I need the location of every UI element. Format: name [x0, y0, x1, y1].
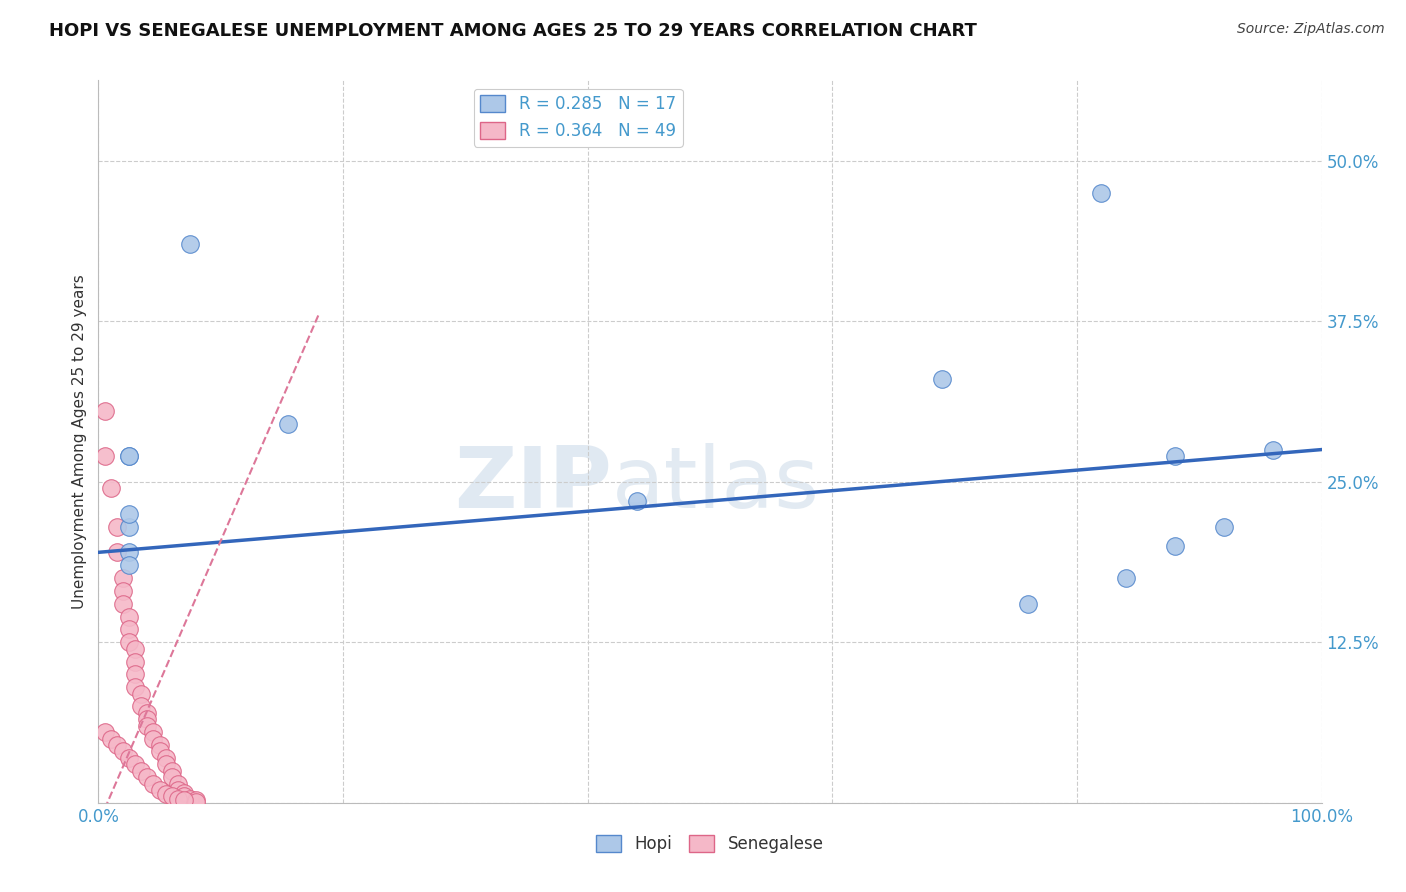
Point [118, 519, 141, 533]
Legend: Hopi, Senegalese: Hopi, Senegalese [591, 828, 830, 860]
Point [626, 494, 648, 508]
Point [160, 764, 183, 778]
Point [111, 571, 134, 585]
Point [105, 738, 128, 752]
Point [136, 706, 159, 720]
Point [1090, 186, 1112, 200]
Point [1115, 571, 1137, 585]
Point [186, 795, 208, 809]
Point [100, 481, 122, 495]
Point [155, 787, 177, 801]
Point [111, 597, 134, 611]
Point [155, 751, 177, 765]
Point [118, 623, 141, 637]
Text: Source: ZipAtlas.com: Source: ZipAtlas.com [1237, 22, 1385, 37]
Point [118, 545, 141, 559]
Text: HOPI VS SENEGALESE UNEMPLOYMENT AMONG AGES 25 TO 29 YEARS CORRELATION CHART: HOPI VS SENEGALESE UNEMPLOYMENT AMONG AG… [49, 22, 977, 40]
Point [160, 789, 183, 804]
Point [111, 744, 134, 758]
Text: ZIP: ZIP [454, 443, 612, 526]
Point [118, 449, 141, 463]
Point [105, 545, 128, 559]
Point [129, 699, 152, 714]
Point [1261, 442, 1284, 457]
Point [118, 507, 141, 521]
Point [1164, 449, 1187, 463]
Point [93, 725, 115, 739]
Point [129, 764, 152, 778]
Point [149, 744, 172, 758]
Point [1212, 519, 1234, 533]
Point [179, 237, 201, 252]
Point [136, 770, 159, 784]
Point [155, 757, 177, 772]
Point [160, 770, 183, 784]
Point [100, 731, 122, 746]
Point [124, 680, 146, 694]
Point [118, 609, 141, 624]
Point [93, 404, 115, 418]
Point [149, 738, 172, 752]
Point [129, 687, 152, 701]
Point [124, 655, 146, 669]
Point [167, 792, 190, 806]
Point [118, 635, 141, 649]
Point [167, 783, 190, 797]
Point [186, 793, 208, 807]
Y-axis label: Unemployment Among Ages 25 to 29 years: Unemployment Among Ages 25 to 29 years [72, 274, 87, 609]
Text: atlas: atlas [612, 443, 820, 526]
Point [1164, 539, 1187, 553]
Point [118, 449, 141, 463]
Point [111, 583, 134, 598]
Point [179, 792, 201, 806]
Point [124, 641, 146, 656]
Point [142, 725, 165, 739]
Point [173, 793, 195, 807]
Point [931, 372, 953, 386]
Point [105, 519, 128, 533]
Point [136, 712, 159, 726]
Point [1017, 597, 1039, 611]
Point [93, 449, 115, 463]
Point [142, 776, 165, 790]
Point [118, 751, 141, 765]
Point [149, 783, 172, 797]
Point [167, 776, 190, 790]
Point [277, 417, 299, 431]
Point [142, 731, 165, 746]
Point [173, 785, 195, 799]
Point [124, 667, 146, 681]
Point [118, 558, 141, 573]
Point [173, 789, 195, 804]
Point [136, 719, 159, 733]
Point [124, 757, 146, 772]
